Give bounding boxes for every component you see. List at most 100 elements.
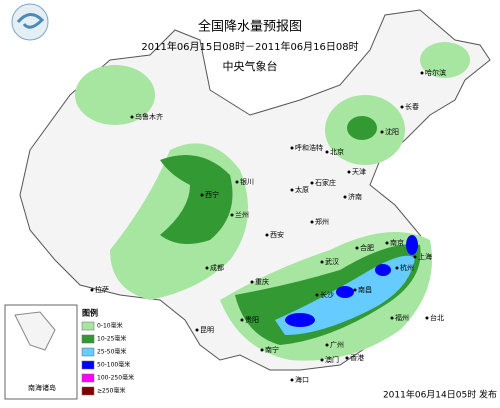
city-label: 北京 — [330, 147, 344, 156]
city-label: 拉萨 — [95, 285, 109, 294]
city-dot — [353, 288, 357, 292]
inset-land — [14, 311, 56, 351]
city-dot — [420, 71, 424, 75]
city-label: 香港 — [350, 353, 364, 362]
logo-mark — [16, 13, 45, 29]
city-dot — [380, 130, 384, 134]
city-dot — [343, 195, 347, 199]
city-dot — [320, 260, 324, 264]
city-dot — [325, 343, 329, 347]
legend-swatch — [81, 360, 95, 370]
inset-label: 南海诸岛 — [28, 383, 56, 392]
city-label: 贵阳 — [245, 315, 259, 324]
legend-title: 图例 — [82, 308, 98, 318]
city-label: 呼和浩特 — [295, 143, 323, 152]
rain-area — [285, 313, 315, 327]
city-label: 上海 — [418, 252, 432, 261]
city-label: 长春 — [405, 102, 419, 111]
city-dot — [290, 146, 294, 150]
subtitle: 2011年06月15日08时－2011年06月16日08时 — [141, 40, 358, 53]
city-label: 天津 — [352, 168, 366, 176]
city-label: 南昌 — [358, 285, 372, 294]
rain-area — [406, 235, 418, 255]
city-dot — [195, 328, 199, 332]
city-label: 成都 — [210, 263, 224, 272]
city-label: 乌鲁木齐 — [135, 112, 163, 121]
legend-swatch — [81, 386, 95, 396]
city-label: 杭州 — [400, 263, 414, 272]
precipitation-areas — [75, 42, 470, 361]
city-label: 济南 — [348, 192, 362, 201]
logo — [11, 3, 49, 41]
legend-label: 10-25毫米 — [97, 335, 126, 343]
legend-label: 0-10毫米 — [97, 322, 123, 330]
city-dot — [425, 316, 429, 320]
city-label: 西安 — [270, 230, 284, 239]
city-dot — [265, 233, 269, 237]
city-dot — [413, 255, 417, 259]
city-dot — [325, 150, 329, 154]
city-dot — [250, 280, 254, 284]
rain-area — [347, 116, 377, 140]
city-dot — [290, 188, 294, 192]
legend-label: 100-250毫米 — [97, 374, 134, 382]
legend: 图例 0-10毫米 10-25毫米 25-50毫米 50-100毫米 100-250毫米… — [81, 308, 134, 396]
city-dot — [385, 241, 389, 245]
city-dot — [200, 193, 204, 197]
rain-area — [375, 264, 391, 276]
city-dot — [90, 288, 94, 292]
city-label: 福州 — [395, 313, 409, 322]
legend-swatch — [81, 373, 95, 383]
city-dot — [345, 356, 349, 360]
city-dot — [230, 213, 234, 217]
rain-area — [75, 65, 155, 125]
legend-label: 25-50毫米 — [97, 348, 126, 356]
city-label: 武汉 — [325, 257, 339, 266]
city-label: 合肥 — [360, 243, 374, 252]
city-label: 重庆 — [255, 277, 269, 286]
city-label: 昆明 — [200, 326, 214, 334]
logo-ring — [11, 3, 49, 41]
city-label: 南京 — [390, 238, 404, 247]
legend-swatch — [81, 334, 95, 344]
rain-area — [420, 42, 470, 78]
legend-label: ≥250毫米 — [97, 387, 125, 395]
city-label: 太原 — [295, 185, 309, 194]
city-label: 郑州 — [315, 218, 329, 226]
city-label: 南宁 — [265, 345, 279, 354]
city-label: 长沙 — [320, 290, 334, 299]
legend-swatch — [81, 347, 95, 357]
city-dot — [347, 170, 351, 174]
city-dot — [395, 266, 399, 270]
city-label: 西宁 — [205, 190, 219, 199]
city-label: 广州 — [330, 340, 344, 349]
city-dot — [130, 115, 134, 119]
issuer: 中央气象台 — [223, 59, 278, 73]
city-dot — [320, 358, 324, 362]
city-dot — [310, 181, 314, 185]
city-label: 台北 — [430, 313, 444, 322]
legend-label: 50-100毫米 — [97, 361, 130, 369]
city-dot — [315, 293, 319, 297]
city-label: 石家庄 — [315, 178, 336, 187]
rain-area — [336, 286, 354, 298]
city-dot — [355, 246, 359, 250]
city-dot — [235, 180, 239, 184]
legend-swatch — [81, 321, 95, 331]
city-dot — [390, 316, 394, 320]
city-dot — [205, 266, 209, 270]
city-label: 澳门 — [325, 355, 339, 364]
city-label: 海口 — [295, 375, 309, 384]
city-label: 哈尔滨 — [425, 68, 446, 77]
city-dot — [240, 318, 244, 322]
title: 全国降水量预报图 — [198, 19, 302, 35]
city-label: 银川 — [240, 177, 254, 186]
city-dot — [310, 220, 314, 224]
city-dot — [260, 348, 264, 352]
rain-area — [160, 155, 233, 244]
city-dot — [400, 105, 404, 109]
footer: 2011年06月14日05时 发布 — [383, 389, 497, 401]
